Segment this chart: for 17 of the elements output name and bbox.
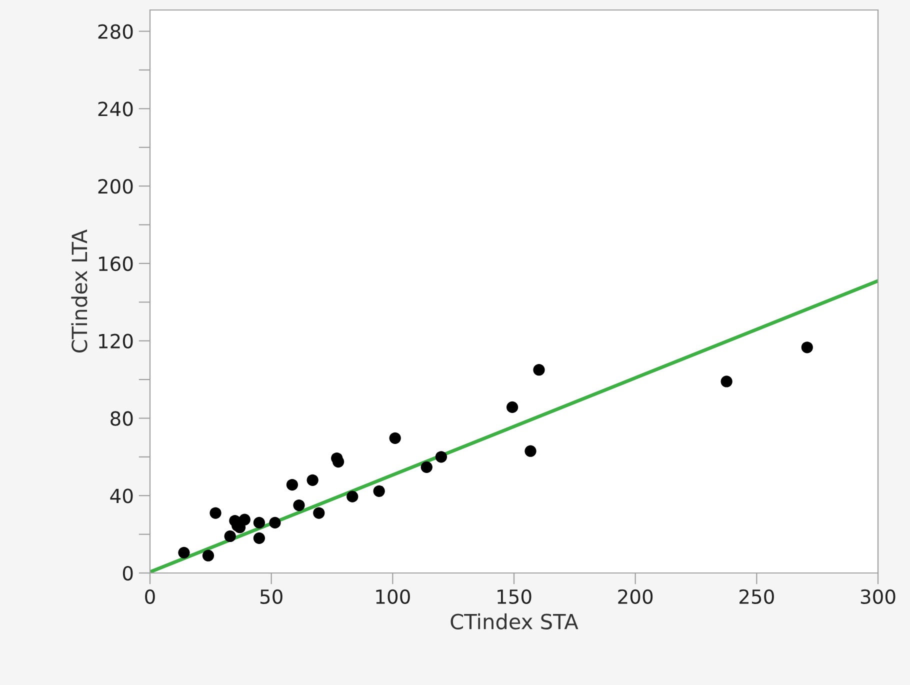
x-tick-label: 250 — [740, 589, 774, 604]
y-tick-label: 120 — [99, 334, 133, 348]
y-tick-label: 200 — [98, 179, 133, 194]
x-tick-label: 300 — [860, 589, 896, 604]
y-tick-label: 80 — [110, 411, 133, 426]
x-tick-label: 150 — [498, 589, 532, 604]
y-tick-label: 160 — [99, 256, 133, 272]
x-tick-label: 100 — [376, 589, 410, 604]
x-tick-label: 50 — [260, 589, 282, 604]
y-tick-label: 280 — [98, 24, 133, 39]
y-axis-title: CTindex LTA — [71, 230, 88, 353]
x-tick-label: 200 — [618, 589, 653, 604]
x-axis-title: CTindex STA — [450, 613, 578, 630]
y-tick-label: 0 — [122, 566, 133, 581]
y-tick-label: 240 — [98, 102, 133, 116]
x-tick-label: 0 — [145, 589, 155, 604]
y-tick-label: 40 — [110, 488, 133, 504]
